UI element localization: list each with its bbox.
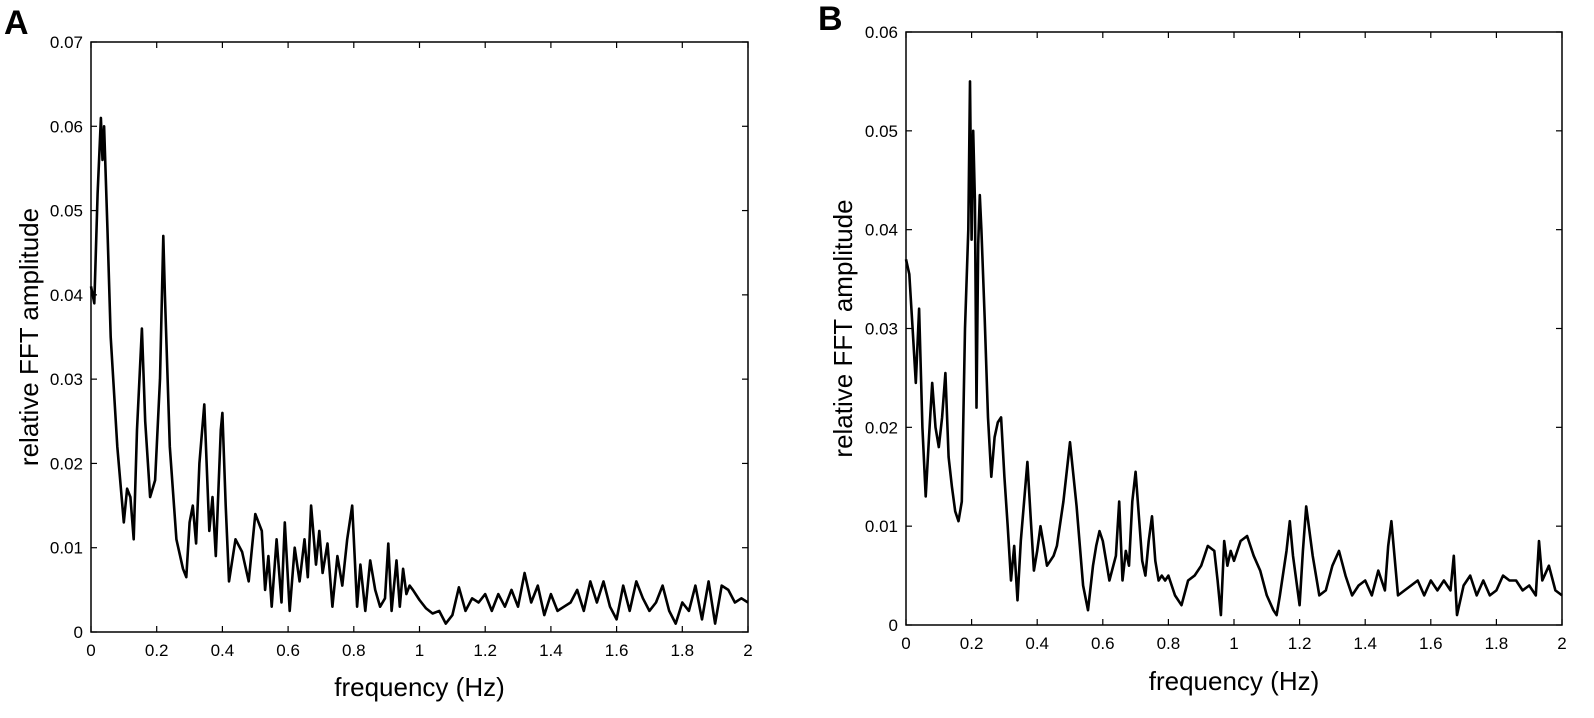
panel-a-ytick-label: 0.05 (50, 202, 83, 221)
panel-a-y-axis-label: relative FFT amplitude (14, 208, 44, 466)
panel-b-plot-frame (905, 31, 1563, 626)
panel-a-ytick-label: 0.01 (50, 539, 83, 558)
panel-b-xtick-label: 0.6 (1091, 634, 1115, 653)
panel-a-xtick-label: 0.2 (145, 641, 169, 660)
panel-b-ytick-label: 0.04 (865, 221, 898, 240)
panel-b-ytick-label: 0.06 (865, 23, 898, 42)
panel-a-plot-frame (90, 41, 749, 633)
panel-a-xtick-label: 1 (415, 641, 424, 660)
panel-b-xtick-label: 0.4 (1025, 634, 1049, 653)
panel-b-x-axis-label: frequency (Hz) (1149, 666, 1320, 696)
panel-b-xtick-label: 1 (1229, 634, 1238, 653)
panel-b-series-line (904, 80, 1563, 617)
panel-a-letter: A (4, 4, 29, 42)
panel-a-series-line (89, 116, 749, 625)
panel-a-xtick-label: 1.6 (605, 641, 629, 660)
panel-a-ytick-label: 0 (74, 623, 83, 642)
panel-b-xtick-label: 1.4 (1353, 634, 1377, 653)
panel-b-ytick-label: 0.02 (865, 418, 898, 437)
panel-b-ytick-label: 0 (889, 616, 898, 635)
panel-a-xtick-label: 2 (743, 641, 752, 660)
panel-a-xtick-label: 1.2 (473, 641, 497, 660)
panel-b-xtick-label: 0.2 (960, 634, 984, 653)
panel-b-ytick-label: 0.03 (865, 320, 898, 339)
panel-b-ytick-label: 0.01 (865, 517, 898, 536)
panel-b-xtick-label: 0.8 (1157, 634, 1181, 653)
panel-a-ytick-label: 0.02 (50, 454, 83, 473)
panel-b-letter: B (818, 0, 843, 38)
panel-a-xtick-label: 0.6 (276, 641, 300, 660)
panel-a-ytick-label: 0.07 (50, 33, 83, 52)
panel-b-xtick-label: 1.2 (1288, 634, 1312, 653)
panel-b-ytick-label: 0.05 (865, 122, 898, 141)
panel-a-ytick-label: 0.04 (50, 286, 83, 305)
panel-a-xtick-label: 0.8 (342, 641, 366, 660)
panel-a-xtick-label: 1.8 (670, 641, 694, 660)
panel-b-xtick-label: 1.8 (1485, 634, 1509, 653)
panel-b-xtick-label: 1.6 (1419, 634, 1443, 653)
panel-a-xtick-label: 0 (86, 641, 95, 660)
panel-a-xtick-label: 1.4 (539, 641, 563, 660)
panel-b-xtick-label: 2 (1557, 634, 1566, 653)
panel-a-ytick-label: 0.06 (50, 117, 83, 136)
panel-b: 0 0.2 0.4 0.6 0.8 1 1.2 1.4 1.6 1.8 2 0 0.01 0.02 0.03… (818, 0, 1567, 696)
panel-b-y-axis-label: relative FFT amplitude (828, 199, 858, 457)
panel-a: 0 0.2 0.4 0.6 0.8 1 1.2 1.4 1.6 1.8 2 0 0.01 0.02 0.03… (4, 4, 753, 702)
panel-a-ytick-label: 0.03 (50, 370, 83, 389)
panel-b-xtick-label: 0 (901, 634, 910, 653)
panel-a-x-axis-label: frequency (Hz) (334, 672, 505, 702)
panel-a-xtick-label: 0.4 (211, 641, 235, 660)
